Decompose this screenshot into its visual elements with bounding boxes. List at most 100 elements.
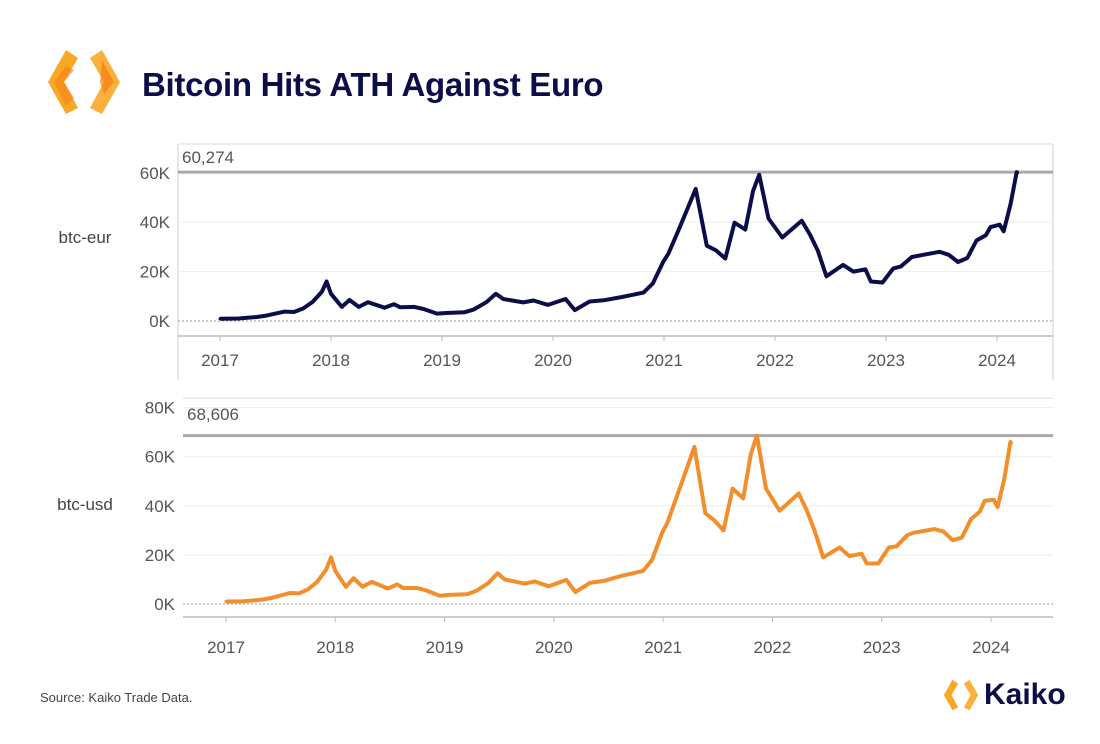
price-line-btc-eur: [219, 170, 1019, 321]
data-point: [800, 219, 804, 223]
data-point: [837, 546, 841, 550]
y-tick-label: 20K: [145, 546, 176, 565]
data-point: [797, 492, 801, 496]
data-point: [306, 587, 310, 591]
data-point: [573, 590, 577, 594]
data-point: [297, 591, 301, 595]
data-point: [218, 317, 222, 321]
data-point: [821, 555, 825, 559]
data-point: [344, 585, 348, 589]
data-point: [741, 496, 745, 500]
data-point: [757, 173, 761, 177]
data-point: [283, 310, 287, 314]
data-point: [401, 586, 405, 590]
data-point: [392, 302, 396, 306]
data-point: [749, 452, 753, 456]
data-point: [764, 487, 768, 491]
data-point: [494, 292, 498, 296]
data-point: [370, 580, 374, 584]
data-point: [415, 586, 419, 590]
x-tick-label: 2023: [867, 351, 905, 370]
data-point: [386, 587, 390, 591]
data-point: [324, 568, 328, 572]
data-point: [694, 187, 698, 191]
data-point: [564, 578, 568, 582]
data-point: [531, 298, 535, 302]
data-point: [899, 264, 903, 268]
x-tick-label: 2017: [201, 351, 239, 370]
data-point: [292, 310, 296, 314]
data-point: [325, 279, 329, 283]
data-point: [905, 533, 909, 537]
data-point: [641, 569, 645, 573]
data-point: [766, 216, 770, 220]
source-note: Source: Kaiko Trade Data.: [40, 690, 193, 705]
data-point: [660, 531, 664, 535]
x-tick-label: 2019: [426, 638, 464, 657]
data-point: [422, 307, 425, 311]
x-tick-label: 2021: [644, 638, 682, 657]
y-tick-label: 40K: [145, 497, 176, 516]
data-point: [723, 257, 727, 261]
data-point: [1016, 171, 1020, 175]
data-point: [714, 248, 718, 252]
data-point: [881, 280, 885, 284]
data-point: [602, 298, 606, 302]
data-point: [755, 434, 759, 438]
data-point: [983, 499, 987, 503]
x-tick-label: 2018: [312, 351, 350, 370]
x-tick-label: 2023: [863, 638, 901, 657]
data-point: [333, 569, 337, 573]
data-point: [703, 511, 707, 515]
data-point: [876, 561, 880, 565]
x-tick-label: 2024: [972, 638, 1010, 657]
data-point: [329, 292, 333, 296]
data-point: [650, 558, 654, 562]
data-point: [547, 584, 551, 588]
data-point: [956, 260, 960, 264]
chart-title: Bitcoin Hits ATH Against Euro: [142, 66, 604, 103]
brand-name: Kaiko: [984, 678, 1066, 711]
x-tick-label: 2019: [423, 351, 461, 370]
data-point: [1009, 441, 1013, 445]
data-point: [224, 600, 228, 604]
data-point: [661, 260, 665, 264]
y-tick-label: 20K: [140, 263, 171, 282]
data-point: [546, 303, 550, 307]
data-point: [242, 599, 246, 603]
data-point: [813, 528, 817, 532]
data-point: [847, 554, 851, 558]
brand-logo: Kaiko: [942, 675, 1066, 715]
y-tick-label: 60K: [145, 448, 176, 467]
data-point: [676, 492, 680, 496]
x-tick-label: 2018: [316, 638, 354, 657]
data-point: [533, 579, 537, 583]
data-point: [424, 588, 428, 592]
data-point: [472, 307, 476, 311]
data-point: [329, 555, 333, 559]
data-point: [869, 279, 873, 283]
data-point: [996, 505, 1000, 509]
x-tick-label: 2020: [534, 351, 572, 370]
data-point: [340, 305, 344, 309]
data-point: [911, 531, 915, 535]
x-tick-label: 2022: [754, 638, 792, 657]
data-point: [851, 270, 855, 274]
data-point: [438, 594, 442, 598]
data-point: [361, 585, 365, 589]
data-point: [951, 538, 955, 542]
data-point: [1002, 229, 1006, 233]
data-point: [383, 306, 387, 310]
x-tick-label: 2020: [535, 638, 573, 657]
data-point: [395, 582, 399, 586]
data-point: [352, 576, 355, 580]
data-point: [666, 252, 670, 256]
data-point: [780, 236, 784, 240]
data-point: [651, 281, 655, 285]
data-point: [620, 295, 624, 299]
y-tick-label: 40K: [140, 213, 171, 232]
data-point: [573, 308, 577, 312]
y-tick-label: 0K: [149, 312, 170, 331]
data-point: [932, 527, 936, 531]
